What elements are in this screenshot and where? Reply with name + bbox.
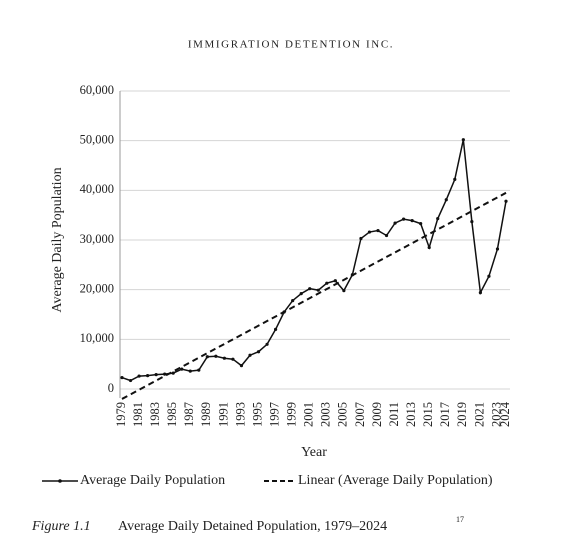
legend-label: Average Daily Population (80, 473, 225, 488)
data-point (342, 289, 346, 293)
x-tick-label: 2013 (404, 402, 418, 427)
data-point (359, 236, 363, 241)
x-axis-label: Year (301, 445, 327, 460)
x-tick-label: 1991 (216, 402, 230, 427)
data-point (299, 292, 303, 296)
data-point (291, 298, 295, 303)
data-point (274, 327, 278, 331)
x-tick-label: 2001 (302, 402, 316, 427)
x-tick-label: 1987 (182, 402, 196, 427)
y-tick-label: 20,000 (80, 282, 114, 296)
data-point (239, 364, 244, 368)
x-tick-label: 2023 (489, 402, 503, 427)
data-point (461, 138, 465, 142)
data-point (478, 291, 482, 295)
x-tick-label: 1995 (250, 402, 264, 427)
x-tick-label: 1981 (131, 402, 145, 427)
legend-swatch-dot (58, 479, 62, 483)
data-point (214, 354, 218, 358)
y-tick-label: 60,000 (80, 83, 114, 97)
data-point (384, 233, 389, 238)
x-tick-label: 2003 (319, 402, 333, 427)
x-tick-label: 2021 (472, 402, 486, 427)
x-tick-label: 2009 (370, 402, 384, 427)
trend-line (121, 191, 507, 400)
x-tick-label: 1989 (199, 402, 213, 427)
data-point (316, 288, 320, 292)
y-tick-label: 40,000 (80, 182, 114, 196)
data-point (265, 342, 269, 346)
data-point (504, 199, 508, 203)
data-point (393, 221, 397, 225)
x-tick-label: 1983 (148, 402, 162, 427)
x-tick-label: 2005 (336, 402, 350, 427)
data-point (188, 369, 192, 373)
x-tick-label: 2015 (421, 402, 435, 427)
data-point (419, 222, 423, 226)
data-point (137, 374, 141, 378)
x-tick-label: 1985 (165, 402, 179, 427)
x-tick-label: 2024 (498, 401, 512, 427)
y-tick-label: 50,000 (80, 133, 114, 147)
y-tick-label: 10,000 (80, 331, 114, 345)
x-tick-label: 1979 (114, 402, 128, 427)
data-point (470, 220, 474, 224)
data-point (410, 219, 414, 223)
y-tick-label: 0 (108, 381, 114, 395)
data-point (333, 279, 337, 283)
data-point (146, 373, 150, 378)
running-header: IMMIGRATION DETENTION INC. (188, 39, 394, 51)
data-point (205, 355, 209, 359)
x-tick-label: 1997 (267, 402, 281, 427)
data-point (436, 217, 440, 221)
data-point (495, 247, 500, 251)
data-point (256, 350, 261, 354)
x-tick-label: 1993 (233, 402, 247, 427)
legend-label: Linear (Average Daily Population) (298, 473, 493, 488)
data-point (231, 357, 235, 361)
data-point (487, 274, 491, 278)
data-point (308, 287, 312, 291)
footnote-ref: 17 (456, 515, 464, 524)
data-point (180, 367, 184, 371)
data-point (163, 372, 167, 376)
caption-text: Average Daily Detained Population, 1979–… (118, 519, 387, 534)
data-line (121, 139, 507, 382)
x-tick-label: 2011 (387, 402, 401, 427)
data-point (222, 356, 226, 360)
data-point (154, 372, 158, 377)
data-point (248, 353, 252, 357)
data-point (120, 375, 124, 380)
data-point (453, 177, 457, 182)
data-point (171, 371, 175, 375)
data-point (325, 281, 329, 285)
x-tick-label: 2007 (353, 402, 367, 427)
caption-label: Figure 1.1 (31, 519, 91, 534)
x-tick-label: 2019 (455, 402, 469, 427)
x-tick-label: 1999 (285, 402, 299, 427)
data-point (376, 228, 380, 233)
x-tick-label: 2017 (438, 402, 452, 427)
data-point (128, 378, 133, 383)
y-tick-label: 30,000 (80, 232, 114, 246)
data-point (197, 368, 201, 372)
data-point (427, 245, 431, 250)
data-point (367, 230, 372, 234)
y-axis-label: Average Daily Population (50, 167, 65, 312)
data-point (444, 198, 448, 202)
data-point (402, 217, 406, 221)
